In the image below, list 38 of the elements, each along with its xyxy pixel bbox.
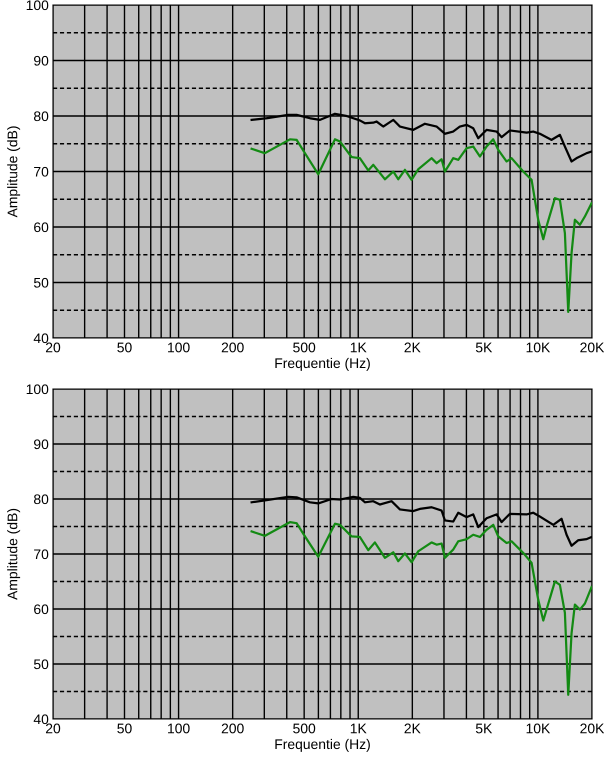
y-tick-label: 70 [34, 549, 48, 560]
x-tick-label: 20 [46, 724, 60, 734]
y-tick-label: 90 [34, 56, 48, 66]
y-tick-label: 60 [34, 604, 48, 614]
x-tick-label: 500 [293, 342, 316, 352]
x-tick-label: 200 [222, 724, 244, 734]
y-axis-title: Amplitude (dB) [7, 508, 20, 600]
y-tick-label: 80 [34, 111, 48, 122]
x-tick-label: 20 [46, 342, 60, 352]
y-tick-label: 50 [34, 278, 48, 288]
x-tick-label: 1K [350, 724, 367, 734]
x-tick-label: 100 [168, 342, 190, 352]
y-tick-label: 100 [26, 0, 48, 10]
y-axis-title: Amplitude (dB) [7, 126, 20, 218]
y-tick-label: 60 [34, 222, 48, 232]
y-tick-label: 90 [34, 439, 48, 450]
x-tick-label: 10K [526, 724, 550, 734]
y-tick-label: 80 [34, 494, 48, 504]
x-tick-label: 50 [117, 342, 132, 352]
x-tick-label: 50 [117, 724, 132, 734]
x-tick-label: 20K [580, 724, 604, 734]
x-tick-label: 5K [476, 724, 492, 734]
x-tick-label: 100 [168, 724, 190, 734]
y-tick-label: 40 [34, 714, 48, 724]
x-tick-label: 2K [404, 342, 421, 352]
y-tick-label: 100 [26, 384, 48, 394]
y-tick-label: 50 [34, 659, 48, 670]
y-tick-label: 70 [34, 166, 48, 177]
y-tick-label: 40 [34, 333, 48, 344]
x-tick-label: 20K [580, 342, 604, 352]
x-tick-label: 200 [222, 342, 244, 352]
x-tick-label: 10K [526, 342, 550, 352]
x-tick-label: 500 [293, 724, 316, 734]
x-axis-title: Frequentie (Hz) [275, 358, 370, 371]
x-axis-title: Frequentie (Hz) [275, 738, 370, 752]
x-tick-label: 5K [476, 342, 492, 352]
x-tick-label: 1K [350, 342, 367, 352]
x-tick-label: 2K [404, 724, 421, 734]
